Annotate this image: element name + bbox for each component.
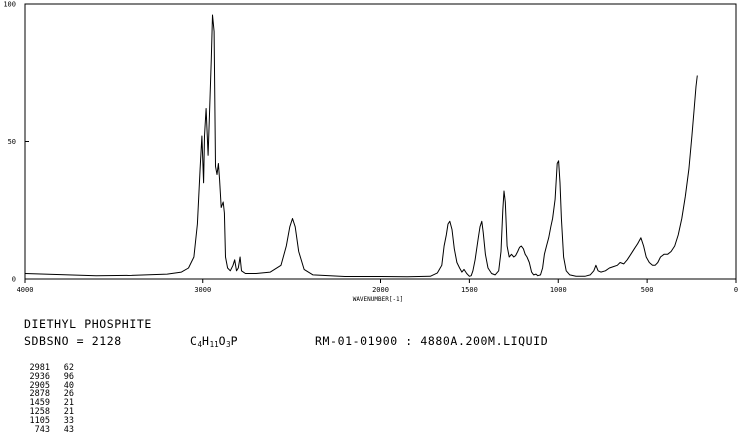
spectrum-line — [24, 14, 698, 278]
peak-wavenumber: 1105 — [29, 415, 50, 426]
peak-transmittance: 21 — [63, 398, 74, 409]
formula-element: C — [190, 334, 198, 348]
peak-row: 1258 21 — [24, 408, 74, 417]
peak-transmittance: 26 — [63, 389, 74, 400]
peak-wavenumber: 2878 — [29, 389, 50, 400]
formula-element: H — [202, 334, 210, 348]
peak-row: 743 43 — [24, 424, 74, 435]
peak-transmittance: 96 — [63, 371, 74, 382]
peak-row: 2981 62 — [24, 364, 74, 373]
peak-transmittance: 43 — [63, 424, 74, 435]
peak-wavenumber: 743 — [34, 424, 50, 435]
peak-wavenumber: 1258 — [29, 406, 50, 417]
formula-element: P — [230, 334, 239, 348]
peak-row: 2878 26 — [24, 390, 74, 399]
formula-subscript: 4 — [197, 340, 203, 349]
peak-row: 1459 21 — [24, 399, 74, 408]
formula-subscript: 11 — [209, 340, 219, 349]
y-tick-label: 100 — [3, 1, 16, 9]
peak-transmittance: 21 — [63, 406, 74, 417]
peak-row: 1105 33 — [24, 415, 74, 426]
peak-wavenumber: 1459 — [29, 398, 50, 409]
x-tick-label: 3000 — [194, 286, 211, 294]
x-tick-label: 500 — [641, 286, 654, 294]
peak-transmittance: 40 — [63, 380, 74, 391]
peak-row: 2936 96 — [24, 371, 74, 382]
formula-element: O — [218, 334, 227, 348]
measurement-info: RM-01-01900 : 4880A.200M.LIQUID — [315, 334, 549, 348]
formula-subscript: 3 — [226, 340, 231, 349]
x-tick-label: 1000 — [550, 286, 567, 294]
x-tick-label: 0 — [734, 286, 738, 294]
peak-wavenumber: 2936 — [29, 371, 50, 382]
peak-wavenumber: 2981 — [29, 363, 50, 373]
peak-table: 2981 62 2936 96 2905 40 2878 26 1459 21 1258 21 1105… — [24, 364, 74, 434]
peak-transmittance: 33 — [63, 415, 74, 426]
x-tick-label: 2000 — [372, 286, 389, 294]
peak-row: 2905 40 — [24, 380, 74, 391]
y-tick-label: 0 — [12, 276, 16, 284]
x-axis-title: WAVENUMBER[-1] — [353, 296, 404, 303]
y-tick-label: 50 — [8, 138, 16, 146]
peak-wavenumber: 2905 — [29, 380, 50, 391]
x-tick-label: 1500 — [461, 286, 478, 294]
compound-name: DIETHYL PHOSPHITE — [24, 317, 152, 331]
molecular-formula: C4H11O3P — [190, 334, 238, 349]
plot-frame — [24, 3, 737, 280]
x-tick-label: 4000 — [17, 286, 34, 294]
ir-spectrum-chart: 4000 3000 2000 1500 1000 500 0 0 50 100 WAVENUMBE… — [3, 1, 738, 304]
peak-transmittance: 62 — [63, 363, 74, 373]
sdbs-number: SDBSNO = 2128 — [24, 334, 122, 348]
